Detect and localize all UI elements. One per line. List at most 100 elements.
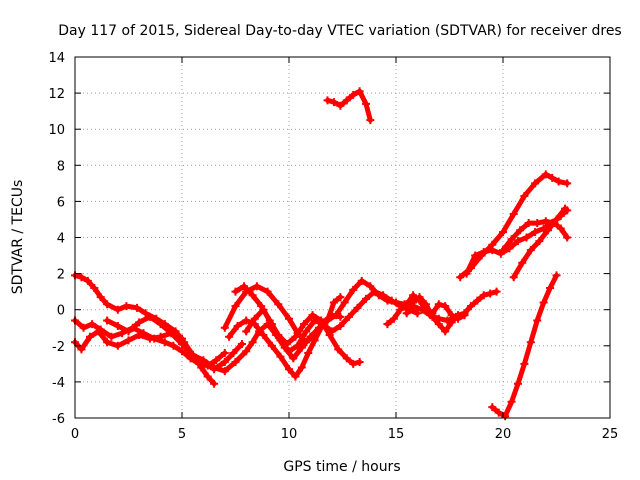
grid-layer xyxy=(75,57,610,418)
data-point xyxy=(366,282,375,291)
data-point xyxy=(434,320,443,329)
data-point xyxy=(237,339,246,348)
data-point xyxy=(466,302,475,311)
data-point xyxy=(479,291,488,300)
data-point xyxy=(552,215,561,224)
data-point xyxy=(462,269,471,278)
data-point xyxy=(77,345,86,354)
y-tick-label: 0 xyxy=(57,304,65,319)
data-point xyxy=(103,338,112,347)
y-tick-label: -2 xyxy=(52,340,65,355)
data-point xyxy=(250,314,259,323)
data-point xyxy=(90,284,99,293)
data-point xyxy=(79,323,88,332)
data-point xyxy=(421,300,430,309)
data-point xyxy=(188,350,197,359)
series-track-14 xyxy=(462,206,572,278)
data-point xyxy=(229,349,238,358)
series-line xyxy=(233,283,363,367)
data-point xyxy=(103,300,112,309)
data-point xyxy=(225,332,234,341)
data-point xyxy=(552,271,561,280)
data-point xyxy=(285,365,293,374)
data-point xyxy=(113,321,122,330)
data-point xyxy=(563,179,572,188)
data-point xyxy=(370,287,379,296)
series-line xyxy=(489,272,559,419)
data-point xyxy=(541,217,550,226)
series-track-3 xyxy=(71,327,186,354)
data-point xyxy=(349,285,358,294)
y-tick-label: 6 xyxy=(57,195,65,210)
data-point xyxy=(533,316,542,325)
data-point xyxy=(240,282,249,291)
data-point xyxy=(428,312,437,321)
data-point xyxy=(507,235,516,244)
data-point xyxy=(342,354,351,363)
data-point xyxy=(441,327,450,336)
data-point xyxy=(291,332,300,341)
x-tick-label: 0 xyxy=(71,427,79,442)
data-point xyxy=(344,312,353,321)
data-point xyxy=(88,320,97,329)
series-track-16 xyxy=(509,204,570,282)
data-point xyxy=(556,224,565,233)
data-point xyxy=(308,311,317,320)
data-point xyxy=(543,226,552,235)
data-point xyxy=(357,276,366,285)
data-point xyxy=(289,354,298,363)
y-tick-label: -6 xyxy=(52,412,65,427)
data-point xyxy=(242,327,251,336)
data-point xyxy=(353,303,362,312)
series-track-1 xyxy=(71,271,219,388)
data-point xyxy=(479,247,488,256)
data-point xyxy=(548,173,557,182)
data-point xyxy=(293,341,302,350)
series-track-12 xyxy=(402,287,501,336)
data-point xyxy=(340,298,349,307)
data-point xyxy=(513,237,522,246)
data-point xyxy=(533,219,542,228)
data-point xyxy=(415,293,424,302)
series-layer xyxy=(71,87,572,421)
data-point xyxy=(520,191,529,200)
data-point xyxy=(501,412,510,421)
data-point xyxy=(513,379,522,388)
data-point xyxy=(409,298,418,307)
data-point xyxy=(460,309,469,318)
data-point xyxy=(349,359,358,368)
data-point xyxy=(274,300,283,309)
data-point xyxy=(531,228,540,237)
data-point xyxy=(220,323,229,332)
y-tick-label: 12 xyxy=(48,87,65,102)
data-point xyxy=(220,349,229,358)
data-point xyxy=(304,349,313,358)
data-point xyxy=(488,246,497,255)
data-point xyxy=(507,397,516,406)
data-point xyxy=(494,408,503,417)
data-point xyxy=(285,347,293,356)
data-point xyxy=(96,293,105,302)
data-point xyxy=(248,291,257,300)
data-point xyxy=(366,116,375,125)
data-point xyxy=(402,309,411,318)
data-point xyxy=(409,291,418,300)
data-point xyxy=(434,300,443,309)
data-point xyxy=(471,251,480,260)
data-point xyxy=(488,403,497,412)
data-point xyxy=(203,372,212,381)
data-point xyxy=(329,298,338,307)
data-point xyxy=(349,90,358,99)
y-tick-label: 8 xyxy=(57,159,65,174)
data-point xyxy=(85,332,94,341)
data-point xyxy=(336,101,345,110)
data-point xyxy=(133,303,142,312)
data-point xyxy=(546,284,555,293)
data-point xyxy=(387,296,396,305)
data-point xyxy=(113,305,122,314)
series-line xyxy=(222,283,343,345)
data-point xyxy=(336,312,345,321)
data-point xyxy=(524,219,533,228)
ticks-layer: 0 5 10 15 20 25 -6 -4 -2 0 2 4 6 8 10 12 14 xyxy=(48,51,618,442)
